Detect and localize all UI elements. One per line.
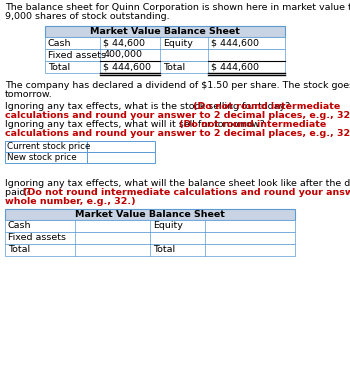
Text: Ignoring any tax effects, what is the stock selling for today?: Ignoring any tax effects, what is the st… <box>5 102 293 111</box>
Text: The balance sheet for Quinn Corporation is shown here in market value terms. The: The balance sheet for Quinn Corporation … <box>5 3 350 12</box>
Text: Ignoring any tax effects, what will the balance sheet look like after the divide: Ignoring any tax effects, what will the … <box>5 179 350 188</box>
Bar <box>87 141 155 152</box>
Text: $ 444,600: $ 444,600 <box>211 63 259 72</box>
Text: Total: Total <box>48 63 70 72</box>
Text: Total: Total <box>163 63 185 72</box>
Text: Fixed assets: Fixed assets <box>48 50 106 60</box>
Text: Market Value Balance Sheet: Market Value Balance Sheet <box>90 27 240 36</box>
Text: $ 44,600: $ 44,600 <box>103 39 145 47</box>
Text: Cash: Cash <box>48 39 71 47</box>
Text: Market Value Balance Sheet: Market Value Balance Sheet <box>75 210 225 219</box>
Bar <box>5 232 295 244</box>
Text: calculations and round your answer to 2 decimal places, e.g., 32.16.): calculations and round your answer to 2 … <box>5 111 350 120</box>
Text: $ 444,600: $ 444,600 <box>211 39 259 47</box>
Bar <box>45 61 285 73</box>
Bar <box>45 37 285 49</box>
Text: 9,000 shares of stock outstanding.: 9,000 shares of stock outstanding. <box>5 12 170 21</box>
Text: (Do not round intermediate: (Do not round intermediate <box>178 120 326 129</box>
Text: Fixed assets: Fixed assets <box>8 233 66 243</box>
Text: calculations and round your answer to 2 decimal places, e.g., 32.16.): calculations and round your answer to 2 … <box>5 129 350 138</box>
Text: tomorrow.: tomorrow. <box>5 90 53 99</box>
Text: Equity: Equity <box>153 221 183 230</box>
Bar <box>5 141 87 152</box>
Bar <box>5 209 295 220</box>
Text: New stock price: New stock price <box>7 153 77 162</box>
Text: Total: Total <box>8 246 30 255</box>
Bar <box>5 244 295 256</box>
Text: Equity: Equity <box>163 39 193 47</box>
Text: The company has declared a dividend of $1.50 per share. The stock goes ex divide: The company has declared a dividend of $… <box>5 81 350 90</box>
Text: whole number, e.g., 32.): whole number, e.g., 32.) <box>5 197 136 206</box>
Text: (Do not round intermediate: (Do not round intermediate <box>194 102 341 111</box>
Bar <box>45 49 285 61</box>
Text: Ignoring any tax effects, what will it sell for tomorrow?: Ignoring any tax effects, what will it s… <box>5 120 268 129</box>
Text: Cash: Cash <box>8 221 32 230</box>
Bar <box>5 152 87 163</box>
Text: 400,000: 400,000 <box>103 50 142 60</box>
Text: (Do not round intermediate calculations and round your answers to the nearest: (Do not round intermediate calculations … <box>23 188 350 197</box>
Text: paid?: paid? <box>5 188 34 197</box>
Bar <box>45 26 285 37</box>
Text: Total: Total <box>153 246 175 255</box>
Text: Current stock price: Current stock price <box>7 142 90 151</box>
Bar <box>87 152 155 163</box>
Bar <box>5 220 295 232</box>
Text: $ 444,600: $ 444,600 <box>103 63 151 72</box>
